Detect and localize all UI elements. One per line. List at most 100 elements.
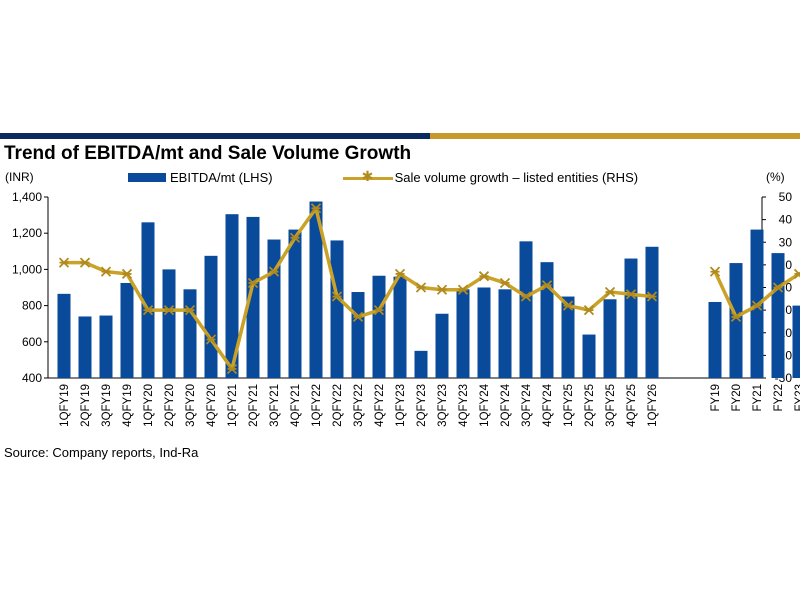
- bar: [330, 240, 344, 378]
- growth-point: [100, 266, 112, 277]
- growth-point: [478, 271, 490, 282]
- bar: [561, 296, 575, 378]
- x-tick-label: 1QFY22: [311, 384, 323, 427]
- bar: [120, 282, 134, 378]
- growth-point: [751, 300, 763, 311]
- right-tick-label: 50: [779, 190, 793, 204]
- x-tick-label: 2QFY22: [332, 384, 344, 427]
- growth-point: [247, 277, 259, 289]
- growth-point: [226, 363, 238, 375]
- x-tick-label: FY23: [794, 384, 800, 412]
- bar: [78, 316, 92, 378]
- bar: [267, 239, 281, 378]
- x-tick-label: 4QFY23: [458, 384, 470, 427]
- growth-point: [520, 291, 532, 302]
- accent-band-navy: [0, 133, 430, 139]
- x-tick-label: 4QFY19: [122, 384, 134, 427]
- growth-point: [394, 268, 406, 280]
- bar: [771, 253, 785, 378]
- growth-point: [373, 304, 385, 316]
- growth-point: [268, 266, 280, 277]
- growth-point: [331, 291, 343, 302]
- chart-title: Trend of EBITDA/mt and Sale Volume Growt…: [4, 143, 412, 164]
- bar: [288, 229, 302, 378]
- x-tick-label: 1QFY23: [395, 384, 407, 427]
- x-tick-label: 3QFY20: [185, 384, 197, 427]
- legend-bar-label: EBITDA/mt (LHS): [170, 170, 273, 185]
- x-tick-label: 3QFY22: [353, 384, 365, 427]
- right-tick-label: 0: [785, 303, 792, 317]
- bar: [624, 258, 638, 378]
- x-tick-label: 2QFY25: [584, 384, 596, 427]
- bar: [99, 315, 113, 378]
- bar: [372, 275, 386, 378]
- growth-point: [58, 257, 70, 268]
- x-tick-label: 2QFY24: [500, 383, 512, 426]
- growth-point: [541, 280, 553, 291]
- growth-point: [793, 268, 800, 280]
- x-tick-label: 3QFY25: [605, 384, 617, 427]
- accent-band-gold: [430, 133, 800, 139]
- left-tick-label: 1,400: [12, 190, 42, 204]
- x-tick-label: 4QFY21: [290, 384, 302, 427]
- bar: [141, 222, 155, 378]
- bar: [204, 255, 218, 378]
- x-tick-label: 3QFY21: [269, 384, 281, 427]
- bar: [309, 201, 323, 378]
- legend-line-label: Sale volume growth – listed entities (RH…: [394, 170, 639, 185]
- bar: [246, 216, 260, 378]
- x-tick-label: 2QFY23: [416, 384, 428, 427]
- right-axis-unit: (%): [766, 170, 785, 184]
- x-tick-label: 3QFY24: [521, 383, 533, 426]
- source-note: Source: Company reports, Ind-Ra: [4, 445, 199, 460]
- x-tick-label: 1QFY26: [647, 384, 659, 427]
- bar: [414, 350, 428, 378]
- growth-point: [625, 289, 637, 300]
- growth-point: [289, 232, 301, 243]
- bar: [435, 313, 449, 378]
- bar: [729, 263, 743, 378]
- x-tick-label: FY20: [731, 384, 743, 412]
- x-tick-label: 1QFY24: [479, 383, 491, 426]
- growth-point: [352, 311, 364, 323]
- bar: [162, 269, 176, 378]
- title-accent-band: [0, 133, 800, 139]
- bar: [456, 289, 470, 378]
- left-tick-label: 1,000: [12, 262, 42, 276]
- x-tick-label: 1QFY25: [563, 384, 575, 427]
- x-tick-label: 4QFY25: [626, 384, 638, 427]
- x-tick-label: 2QFY21: [248, 384, 260, 427]
- growth-point: [142, 304, 154, 316]
- x-tick-label: 4QFY24: [542, 383, 554, 426]
- x-tick-label: 1QFY19: [59, 384, 71, 427]
- bar: [582, 334, 596, 378]
- growth-point: [436, 284, 448, 295]
- growth-point: [163, 304, 175, 316]
- growth-point: [205, 334, 217, 345]
- growth-point: [604, 286, 616, 298]
- x-tick-label: 2QFY20: [164, 384, 176, 427]
- x-tick-label: FY22: [773, 384, 785, 412]
- x-tick-label: 3QFY23: [437, 384, 449, 427]
- left-tick-label: 600: [22, 335, 42, 349]
- growth-point: [583, 304, 595, 316]
- left-tick-label: 1,200: [12, 226, 42, 240]
- legend-line-swatch: [342, 168, 393, 185]
- x-tick-label: 4QFY22: [374, 384, 386, 427]
- growth-point: [415, 282, 427, 293]
- legend: EBITDA/mt (LHS) Sale volume growth – lis…: [128, 168, 639, 185]
- x-tick-label: 2QFY19: [80, 384, 92, 427]
- x-tick-label: 1QFY21: [227, 384, 239, 427]
- bar: [519, 241, 533, 378]
- growth-point: [772, 282, 784, 293]
- growth-point: [310, 203, 322, 214]
- bar: [603, 299, 617, 378]
- bar: [351, 292, 365, 378]
- bar: [57, 293, 71, 378]
- legend-bar-swatch: [128, 173, 166, 182]
- bar: [477, 287, 491, 378]
- bar: [225, 214, 239, 378]
- bar: [498, 289, 512, 378]
- left-axis-unit: (INR): [5, 170, 34, 184]
